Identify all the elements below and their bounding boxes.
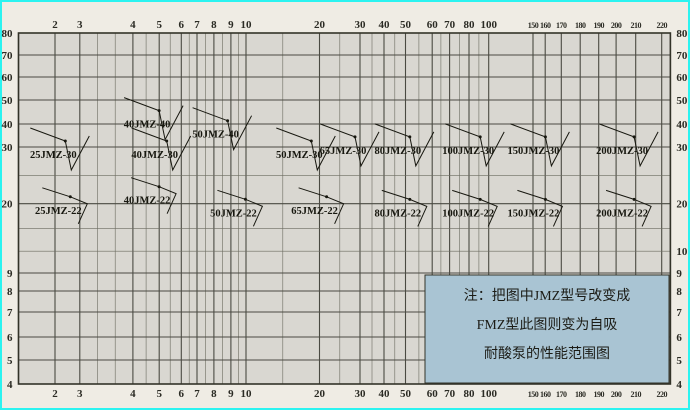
svg-text:60: 60 bbox=[2, 72, 14, 84]
svg-text:25JMZ-22: 25JMZ-22 bbox=[35, 206, 82, 217]
svg-text:70: 70 bbox=[676, 50, 688, 62]
svg-text:5: 5 bbox=[156, 19, 162, 31]
svg-text:200: 200 bbox=[611, 390, 622, 399]
svg-text:5: 5 bbox=[676, 355, 682, 367]
svg-text:5: 5 bbox=[156, 388, 162, 400]
svg-text:10: 10 bbox=[241, 19, 253, 31]
svg-text:200JMZ-22: 200JMZ-22 bbox=[596, 208, 648, 219]
svg-text:50JMZ-30: 50JMZ-30 bbox=[276, 150, 323, 161]
svg-text:40: 40 bbox=[676, 119, 688, 131]
svg-text:耐酸泵的性能范围图: 耐酸泵的性能范围图 bbox=[484, 345, 610, 362]
svg-text:9: 9 bbox=[228, 19, 234, 31]
svg-text:8: 8 bbox=[676, 286, 682, 298]
svg-text:40JMZ-40: 40JMZ-40 bbox=[124, 120, 171, 131]
svg-text:220: 220 bbox=[656, 390, 667, 399]
svg-text:8: 8 bbox=[211, 19, 217, 31]
svg-text:9: 9 bbox=[676, 268, 682, 280]
svg-text:9: 9 bbox=[228, 388, 234, 400]
svg-text:200JMZ-30: 200JMZ-30 bbox=[596, 146, 648, 157]
svg-text:40: 40 bbox=[2, 119, 14, 131]
svg-text:6: 6 bbox=[676, 332, 682, 344]
svg-text:150JMZ-30: 150JMZ-30 bbox=[507, 146, 559, 157]
svg-text:20: 20 bbox=[2, 199, 14, 211]
svg-text:4: 4 bbox=[130, 19, 136, 31]
svg-text:80JMZ-22: 80JMZ-22 bbox=[374, 208, 421, 219]
svg-text:6: 6 bbox=[179, 19, 185, 31]
svg-text:20: 20 bbox=[314, 388, 326, 400]
svg-text:60: 60 bbox=[676, 72, 688, 84]
svg-text:190: 190 bbox=[593, 21, 604, 30]
svg-text:160: 160 bbox=[540, 390, 551, 399]
svg-text:80JMZ-30: 80JMZ-30 bbox=[374, 146, 421, 157]
svg-text:65JMZ-30: 65JMZ-30 bbox=[320, 146, 367, 157]
svg-text:220: 220 bbox=[656, 21, 667, 30]
svg-text:210: 210 bbox=[630, 390, 641, 399]
svg-text:6: 6 bbox=[179, 388, 185, 400]
svg-text:50: 50 bbox=[400, 19, 412, 31]
svg-text:180: 180 bbox=[575, 21, 586, 30]
svg-text:40: 40 bbox=[379, 388, 391, 400]
svg-text:60: 60 bbox=[427, 19, 439, 31]
svg-text:210: 210 bbox=[630, 21, 641, 30]
svg-text:4: 4 bbox=[7, 379, 13, 391]
svg-text:8: 8 bbox=[211, 388, 217, 400]
svg-text:160: 160 bbox=[540, 21, 551, 30]
svg-text:50JMZ-22: 50JMZ-22 bbox=[210, 208, 257, 219]
svg-text:150: 150 bbox=[528, 21, 539, 30]
svg-text:170: 170 bbox=[556, 390, 567, 399]
svg-text:100JMZ-30: 100JMZ-30 bbox=[442, 146, 494, 157]
svg-text:10: 10 bbox=[676, 246, 688, 258]
svg-text:80: 80 bbox=[676, 28, 688, 40]
svg-text:2: 2 bbox=[52, 388, 58, 400]
svg-text:40JMZ-22: 40JMZ-22 bbox=[124, 196, 171, 207]
svg-text:170: 170 bbox=[556, 21, 567, 30]
svg-text:20: 20 bbox=[676, 199, 688, 211]
svg-text:70: 70 bbox=[444, 19, 456, 31]
svg-text:2: 2 bbox=[52, 19, 58, 31]
svg-text:50: 50 bbox=[400, 388, 412, 400]
svg-text:70: 70 bbox=[2, 50, 14, 62]
svg-text:190: 190 bbox=[593, 390, 604, 399]
svg-text:70: 70 bbox=[444, 388, 456, 400]
svg-text:150: 150 bbox=[528, 390, 539, 399]
svg-text:80: 80 bbox=[464, 388, 476, 400]
svg-text:7: 7 bbox=[194, 19, 200, 31]
svg-text:7: 7 bbox=[676, 307, 682, 319]
svg-text:4: 4 bbox=[130, 388, 136, 400]
svg-text:9: 9 bbox=[7, 268, 13, 280]
svg-text:FMZ型此图则变为自吸: FMZ型此图则变为自吸 bbox=[477, 317, 618, 333]
svg-text:10: 10 bbox=[241, 388, 253, 400]
svg-text:150JMZ-22: 150JMZ-22 bbox=[507, 208, 559, 219]
svg-text:50: 50 bbox=[2, 95, 14, 107]
svg-text:100: 100 bbox=[480, 388, 497, 400]
svg-text:25JMZ-30: 25JMZ-30 bbox=[30, 150, 77, 161]
svg-text:30: 30 bbox=[2, 142, 14, 154]
svg-text:30: 30 bbox=[676, 142, 688, 154]
svg-text:100JMZ-22: 100JMZ-22 bbox=[442, 208, 494, 219]
svg-text:65JMZ-22: 65JMZ-22 bbox=[291, 206, 338, 217]
svg-text:80: 80 bbox=[464, 19, 476, 31]
svg-text:4: 4 bbox=[676, 379, 682, 391]
svg-text:50JMZ-40: 50JMZ-40 bbox=[192, 130, 239, 141]
svg-text:20: 20 bbox=[314, 19, 326, 31]
svg-text:5: 5 bbox=[7, 355, 13, 367]
svg-text:7: 7 bbox=[194, 388, 200, 400]
svg-text:6: 6 bbox=[7, 332, 13, 344]
svg-text:200: 200 bbox=[611, 21, 622, 30]
svg-text:50: 50 bbox=[676, 95, 688, 107]
svg-text:3: 3 bbox=[77, 388, 83, 400]
svg-text:7: 7 bbox=[7, 307, 13, 319]
svg-text:100: 100 bbox=[480, 19, 497, 31]
svg-text:40: 40 bbox=[379, 19, 391, 31]
svg-text:40JMZ-30: 40JMZ-30 bbox=[131, 150, 178, 161]
svg-text:30: 30 bbox=[355, 388, 367, 400]
svg-text:3: 3 bbox=[77, 19, 83, 31]
svg-text:8: 8 bbox=[7, 286, 13, 298]
svg-text:注：把图中JMZ型号改变成: 注：把图中JMZ型号改变成 bbox=[464, 288, 630, 304]
svg-text:30: 30 bbox=[355, 19, 367, 31]
svg-text:180: 180 bbox=[575, 390, 586, 399]
svg-text:60: 60 bbox=[427, 388, 439, 400]
svg-text:80: 80 bbox=[2, 28, 14, 40]
